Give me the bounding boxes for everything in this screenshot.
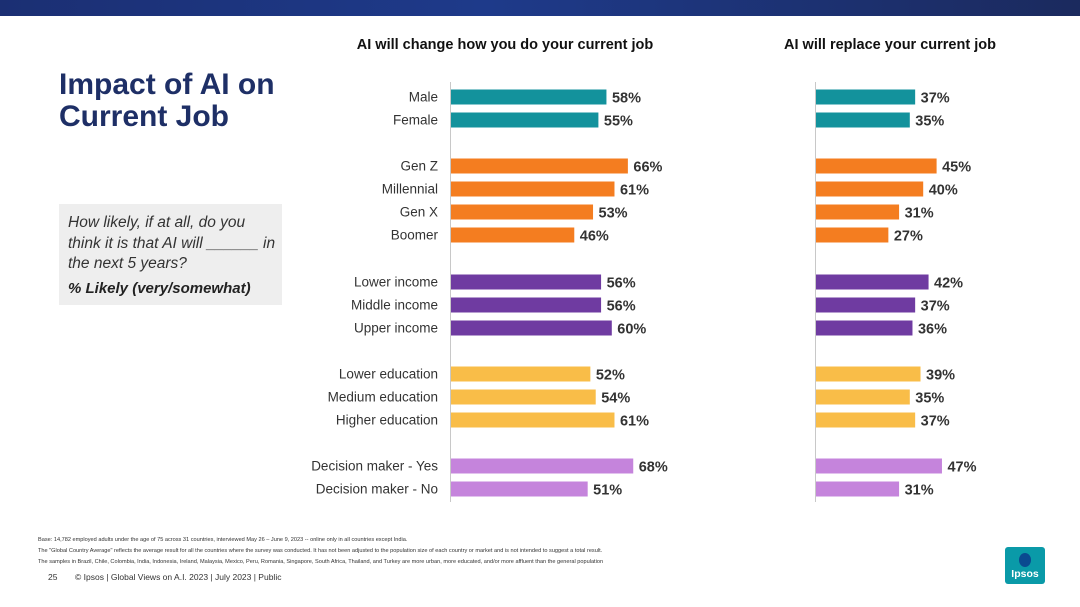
bar xyxy=(816,366,921,382)
series-title: AI will replace your current job xyxy=(784,37,996,53)
category-label: Lower education xyxy=(339,367,438,382)
logo-mark-icon xyxy=(1019,553,1031,567)
bar xyxy=(816,89,916,105)
page-number: 25 xyxy=(48,572,58,582)
data-label: 45% xyxy=(942,160,971,176)
measure-label: % Likely (very/somewhat) xyxy=(68,280,251,297)
category-label: Boomer xyxy=(391,228,439,243)
bar xyxy=(816,481,900,497)
bar xyxy=(451,158,628,174)
category-label: Decision maker - Yes xyxy=(311,459,438,474)
bar xyxy=(451,320,612,336)
data-label: 52% xyxy=(596,368,625,384)
bar xyxy=(816,274,929,290)
data-label: 68% xyxy=(639,460,668,476)
data-label: 51% xyxy=(593,483,622,499)
series-title: AI will change how you do your current j… xyxy=(357,37,654,53)
data-label: 37% xyxy=(921,91,950,107)
bar xyxy=(451,112,599,128)
bar xyxy=(816,297,916,313)
data-label: 31% xyxy=(905,206,934,222)
category-label: Upper income xyxy=(354,321,438,336)
bar xyxy=(451,297,602,313)
footnote-average: The "Global Country Average" reflects th… xyxy=(38,548,603,554)
data-label: 56% xyxy=(607,299,636,315)
bar xyxy=(816,227,889,243)
data-label: 53% xyxy=(599,206,628,222)
data-label: 66% xyxy=(633,160,662,176)
data-label: 31% xyxy=(905,483,934,499)
category-label: Millennial xyxy=(382,182,438,197)
data-label: 55% xyxy=(604,114,633,130)
bar xyxy=(451,274,602,290)
bar xyxy=(451,481,588,497)
data-label: 39% xyxy=(926,368,955,384)
bar xyxy=(816,389,910,405)
data-label: 60% xyxy=(617,322,646,338)
category-label: Female xyxy=(393,113,438,128)
page-title: Impact of AI on Current Job xyxy=(59,68,275,133)
data-label: 47% xyxy=(947,460,976,476)
bar xyxy=(816,181,924,197)
data-label: 61% xyxy=(620,414,649,430)
data-label: 35% xyxy=(915,114,944,130)
bar xyxy=(451,204,594,220)
category-label: Male xyxy=(409,90,438,105)
bar xyxy=(451,412,615,428)
bar xyxy=(816,204,900,220)
category-label: Middle income xyxy=(351,298,438,313)
bar xyxy=(816,158,937,174)
data-label: 56% xyxy=(607,276,636,292)
category-label: Gen Z xyxy=(400,159,438,174)
footnote-samples: The samples in Brazil, Chile, Colombia, … xyxy=(38,559,604,565)
question-box: How likely, if at all, do you think it i… xyxy=(59,204,282,305)
category-label: Gen X xyxy=(400,205,438,220)
data-label: 27% xyxy=(894,229,923,245)
bar xyxy=(451,458,634,474)
data-label: 35% xyxy=(915,391,944,407)
top-banner xyxy=(0,0,1080,16)
footer-text: © Ipsos | Global Views on A.I. 2023 | Ju… xyxy=(75,572,282,582)
bar xyxy=(451,181,615,197)
category-label: Lower income xyxy=(354,275,438,290)
bar xyxy=(451,389,596,405)
logo-text: Ipsos xyxy=(1011,568,1039,580)
data-label: 37% xyxy=(921,414,950,430)
ipsos-logo: Ipsos xyxy=(1005,547,1045,584)
data-label: 42% xyxy=(934,276,963,292)
data-label: 36% xyxy=(918,322,947,338)
bar-chart: Male Female Gen Z Millennial Gen X Boomer Lowe… xyxy=(311,37,996,502)
bar xyxy=(816,458,942,474)
bar xyxy=(816,112,910,128)
data-label: 46% xyxy=(580,229,609,245)
data-label: 37% xyxy=(921,299,950,315)
bar xyxy=(816,320,913,336)
data-label: 58% xyxy=(612,91,641,107)
data-label: 40% xyxy=(929,183,958,199)
category-label: Higher education xyxy=(336,413,438,428)
bar xyxy=(816,412,916,428)
bar xyxy=(451,227,575,243)
category-label: Decision maker - No xyxy=(316,482,438,497)
bar xyxy=(451,89,607,105)
category-label: Medium education xyxy=(328,390,438,405)
data-label: 61% xyxy=(620,183,649,199)
data-label: 54% xyxy=(601,391,630,407)
bar xyxy=(451,366,591,382)
footnote-base: Base: 14,782 employed adults under the a… xyxy=(38,537,408,543)
survey-question: How likely, if at all, do you think it i… xyxy=(68,214,276,272)
